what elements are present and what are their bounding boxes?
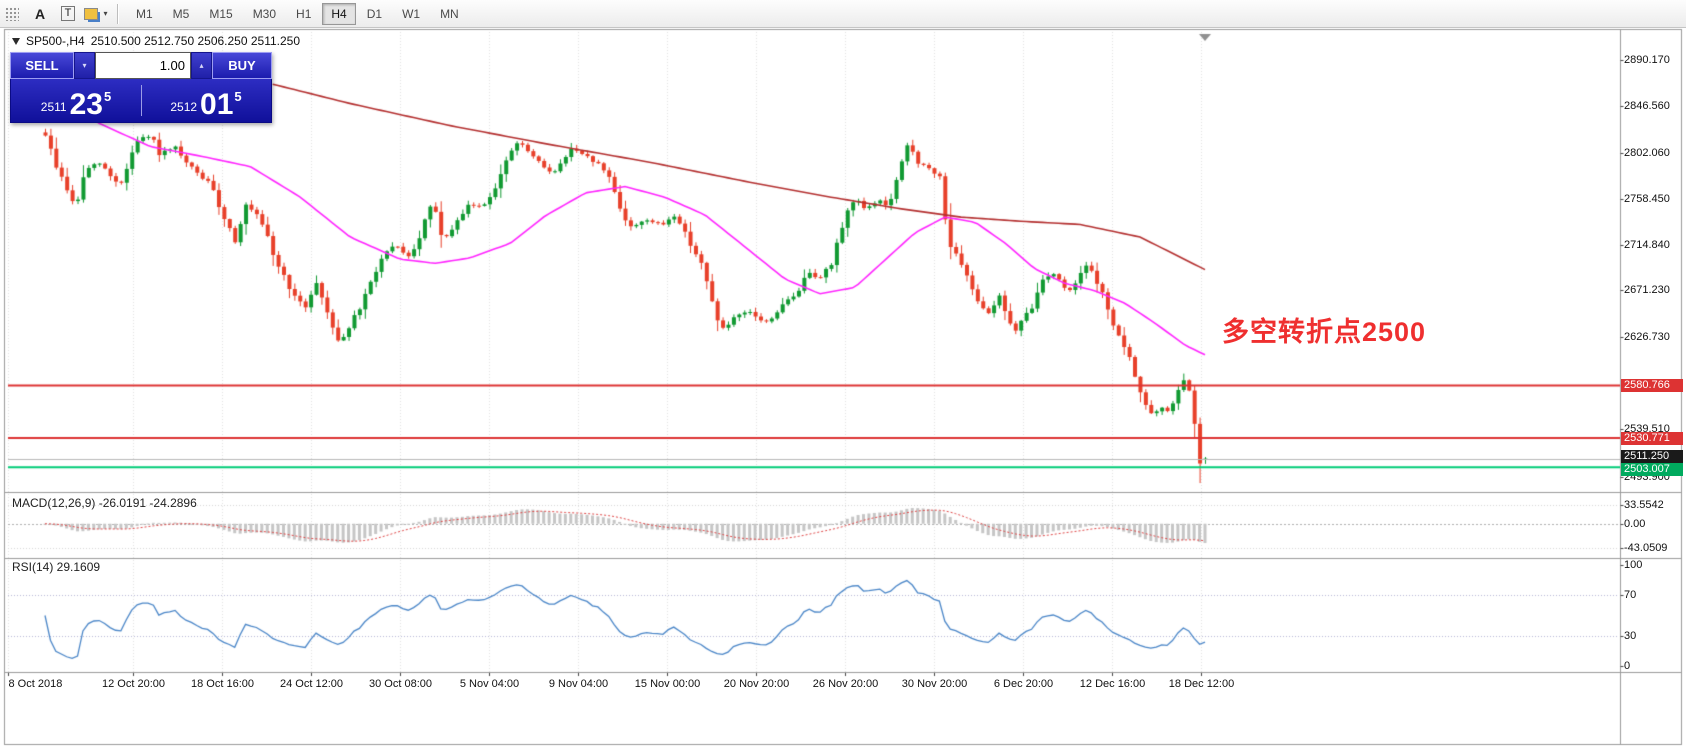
caption-ohlc: 2510.500 2512.750 2506.250 2511.250 xyxy=(90,34,301,48)
ask-big-digits: 01 xyxy=(200,87,234,121)
bid-price: 2511 23 5 xyxy=(11,79,141,122)
bid-prefix: 2511 xyxy=(40,100,67,114)
ask-pip-digit: 5 xyxy=(234,89,242,104)
dropdown-caret-icon: ▾ xyxy=(103,9,108,18)
timeframe-button-d1[interactable]: D1 xyxy=(366,6,383,21)
toolbar-separator xyxy=(117,3,119,24)
sell-button[interactable]: SELL xyxy=(10,52,74,79)
shapes-dropdown-button[interactable]: ▾ xyxy=(83,2,109,26)
ask-price: 2512 01 5 xyxy=(141,79,271,122)
chart-annotation-text[interactable]: 多空转折点2500 xyxy=(1222,317,1427,347)
text-tool-button[interactable]: T xyxy=(55,2,81,26)
timeframe-button-m5[interactable]: M5 xyxy=(172,6,190,21)
volume-increment-icon[interactable]: ▴ xyxy=(191,52,212,79)
bid-pip-digit: 5 xyxy=(103,89,112,104)
one-click-trading-panel: SELL ▾ ▴ BUY 2511 23 5 2512 01 5 xyxy=(10,52,272,123)
timeframe-button-h4[interactable]: H4 xyxy=(322,2,356,25)
volume-decrement-icon[interactable]: ▾ xyxy=(74,52,95,79)
timeframe-button-m15[interactable]: M15 xyxy=(209,6,233,21)
timeframe-toolbar: M1 M5 M15 M30 H1 H4 D1 W1 MN xyxy=(126,2,469,25)
caption-symbol: SP500-,H4 xyxy=(26,34,85,48)
quote-divider xyxy=(141,85,142,116)
one-click-controls: SELL ▾ ▴ BUY xyxy=(10,52,272,79)
shapes-icon xyxy=(84,7,99,20)
chart-canvas[interactable] xyxy=(0,28,1686,748)
one-click-quotes: 2511 23 5 2512 01 5 xyxy=(10,79,272,123)
rsi-header: RSI(14) 29.1609 xyxy=(12,560,101,574)
text-tool-label: T xyxy=(60,6,76,21)
timeframe-button-m1[interactable]: M1 xyxy=(136,6,153,21)
top-toolbar: A T ▾ M1 M5 M15 M30 H1 H4 D1 W1 MN xyxy=(0,0,1686,28)
chart-window: SP500-,H4 2510.500 2512.750 2506.250 251… xyxy=(0,28,1686,748)
one-click-collapse-icon[interactable] xyxy=(12,37,20,45)
timeframe-button-mn[interactable]: MN xyxy=(440,6,459,21)
timeframe-button-h1[interactable]: H1 xyxy=(296,6,312,21)
volume-input[interactable] xyxy=(96,53,190,78)
buy-button[interactable]: BUY xyxy=(212,52,272,79)
bid-big-digits: 23 xyxy=(69,87,103,121)
chart-caption: SP500-,H4 2510.500 2512.750 2506.250 251… xyxy=(12,34,300,48)
volume-field-wrap xyxy=(95,52,191,79)
timeframe-button-w1[interactable]: W1 xyxy=(402,6,421,21)
ask-prefix: 2512 xyxy=(170,100,198,114)
arrow-tool-button[interactable]: A xyxy=(27,2,53,26)
timeframe-button-m30[interactable]: M30 xyxy=(252,6,277,21)
macd-header: MACD(12,26,9) -26.0191 -24.2896 xyxy=(12,496,197,510)
a-tool-label: A xyxy=(34,5,46,22)
toolbar-drag-handle[interactable] xyxy=(5,6,19,21)
